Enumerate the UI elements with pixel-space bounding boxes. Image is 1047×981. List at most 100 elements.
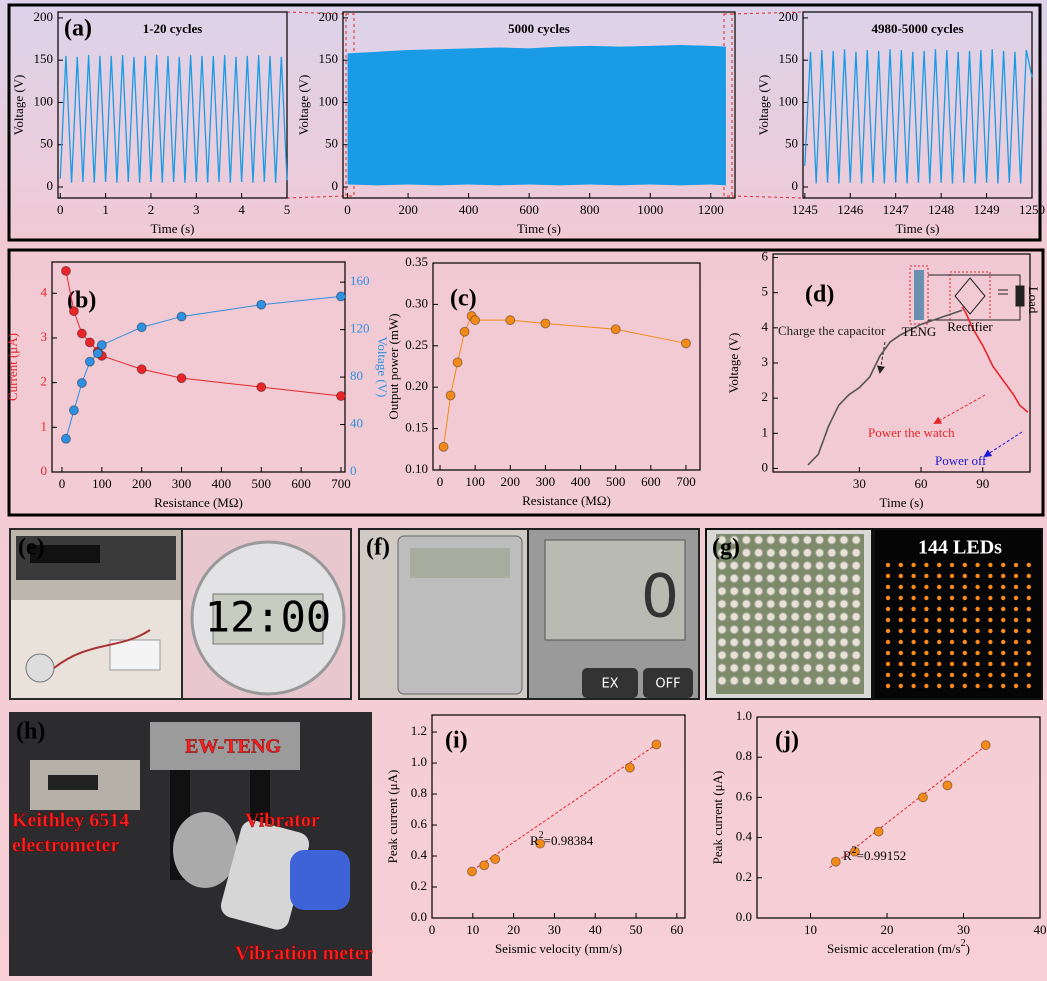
led-lit: [1027, 684, 1031, 688]
annotation: Charge the capacitor: [778, 323, 886, 338]
led-lit: [1027, 607, 1031, 611]
led: [791, 664, 799, 672]
led-lit: [886, 684, 890, 688]
annotation: Power off: [935, 453, 987, 468]
led-lit: [1027, 585, 1031, 589]
led-lit: [937, 673, 941, 677]
led-lit: [899, 574, 903, 578]
led: [779, 549, 787, 557]
annotation-part: =0.99152: [857, 848, 907, 863]
x-tick-label: 40: [1034, 922, 1047, 937]
x-tick-label: 400: [212, 476, 232, 491]
y-tick-label: 100: [779, 93, 799, 108]
led-lit: [975, 673, 979, 677]
x-tick-label: 10: [466, 922, 479, 937]
data-point: [93, 349, 102, 358]
data-point: [77, 379, 86, 388]
x-axis-label: Time (s): [151, 221, 195, 236]
led-lit: [988, 596, 992, 600]
y-tick-label: 5: [762, 284, 769, 299]
led-lit: [924, 563, 928, 567]
led: [742, 562, 750, 570]
led-lit: [886, 607, 890, 611]
data-point: [439, 442, 448, 451]
annotation-part: R: [843, 848, 852, 863]
y-tick-label: 0.8: [736, 748, 752, 763]
callout: Keithley 6514: [12, 810, 129, 832]
led: [828, 664, 836, 672]
led: [816, 638, 824, 646]
led-lit: [937, 585, 941, 589]
led: [718, 677, 726, 685]
callout: EW-TENG: [185, 736, 281, 758]
calculator-display: 0: [641, 562, 679, 632]
led-lit: [950, 618, 954, 622]
led-lit: [1014, 563, 1018, 567]
led-lit: [924, 684, 928, 688]
led: [791, 651, 799, 659]
signal-band: [348, 45, 726, 185]
led: [803, 626, 811, 634]
callout: Vibrator: [245, 810, 320, 832]
led-lit: [937, 607, 941, 611]
led: [840, 664, 848, 672]
panel-label: (e): [18, 535, 45, 561]
x-tick-label: 1247: [883, 202, 910, 217]
led-lit: [988, 585, 992, 589]
led: [755, 600, 763, 608]
x-tick-label: 10: [804, 922, 817, 937]
y-tick-label: 0: [47, 178, 54, 193]
y-tick-label: 3: [41, 329, 48, 344]
x-tick-label: 200: [132, 476, 152, 491]
led-lit: [975, 662, 979, 666]
x-tick-label: 1245: [792, 202, 818, 217]
x-tick-label: 30: [957, 922, 970, 937]
led-lit: [886, 662, 890, 666]
led-lit: [1027, 596, 1031, 600]
data-point: [453, 358, 462, 367]
led-lit: [963, 563, 967, 567]
led: [755, 613, 763, 621]
y-tick-label: 0.0: [411, 909, 427, 924]
led: [767, 626, 775, 634]
x-tick-label: 100: [92, 476, 112, 491]
led-lit: [911, 651, 915, 655]
led: [767, 651, 775, 659]
led-lit: [911, 618, 915, 622]
led: [840, 562, 848, 570]
led-lit: [1027, 618, 1031, 622]
panel-label: (c): [450, 286, 477, 312]
data-point: [480, 861, 489, 870]
y-tick-label: 1.2: [411, 723, 427, 738]
led: [779, 600, 787, 608]
led-lit: [1014, 596, 1018, 600]
led-lit: [899, 640, 903, 644]
led: [742, 638, 750, 646]
led-lit: [950, 662, 954, 666]
x-tick-label: 0: [429, 922, 436, 937]
led-lit: [975, 618, 979, 622]
led: [767, 574, 775, 582]
annotation: Power the watch: [868, 425, 955, 440]
callout: electrometer: [12, 835, 119, 857]
key-label: EX: [601, 677, 618, 692]
led-lit: [963, 684, 967, 688]
led: [718, 562, 726, 570]
led-lit: [1014, 618, 1018, 622]
led-lit: [1014, 607, 1018, 611]
led-lit: [899, 563, 903, 567]
led: [816, 574, 824, 582]
x-tick-label: 600: [519, 202, 539, 217]
led-lit: [1001, 607, 1005, 611]
y-tick-label: 50: [40, 136, 53, 151]
led-lit: [988, 629, 992, 633]
led: [828, 613, 836, 621]
led-lit: [988, 662, 992, 666]
led: [730, 651, 738, 659]
led: [791, 626, 799, 634]
led: [852, 536, 860, 544]
data-point: [177, 312, 186, 321]
led-lit: [1014, 651, 1018, 655]
data-point: [61, 266, 70, 275]
led-lit: [899, 607, 903, 611]
